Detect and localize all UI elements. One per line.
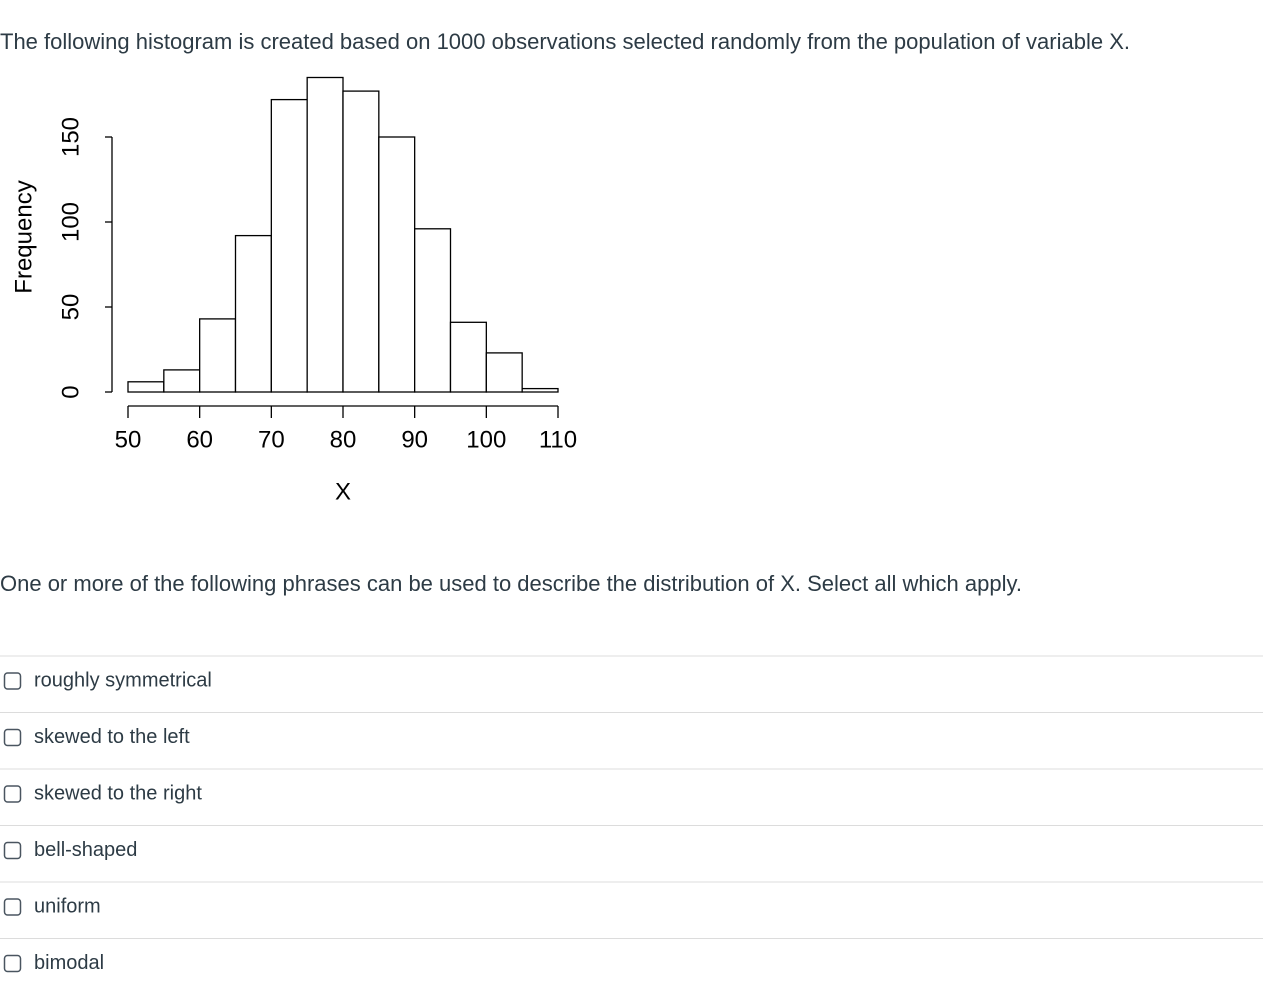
option-label[interactable]: bimodal — [34, 952, 104, 974]
histogram-bar — [270, 98, 308, 393]
histogram-bar — [127, 381, 165, 393]
y-tick-label: 150 — [57, 117, 84, 157]
x-axis-title: X — [335, 478, 351, 505]
histogram-bar — [306, 76, 344, 393]
checkbox[interactable] — [3, 954, 22, 973]
x-tick-label: 100 — [466, 426, 506, 453]
x-tick-label: 110 — [539, 426, 577, 453]
histogram-bar — [234, 234, 272, 393]
option-label[interactable]: roughly symmetrical — [34, 669, 212, 691]
checkbox[interactable] — [3, 841, 22, 860]
question-text: The following histogram is created based… — [0, 29, 1130, 54]
checkbox[interactable] — [3, 785, 22, 803]
x-tick-label: 70 — [258, 426, 285, 453]
histogram-bar — [485, 352, 523, 393]
prompt-text: One or more of the following phrases can… — [0, 571, 1022, 596]
y-tick-label: 100 — [57, 202, 84, 242]
checkbox[interactable] — [3, 898, 22, 916]
option-label[interactable]: bell-shaped — [34, 839, 137, 861]
histogram-bar — [163, 369, 201, 393]
checkbox[interactable] — [3, 728, 22, 747]
option-label[interactable]: uniform — [34, 895, 101, 917]
option-label[interactable]: skewed to the left — [34, 726, 190, 748]
checkbox[interactable] — [3, 672, 22, 690]
y-tick-label: 0 — [57, 385, 84, 398]
histogram-bar — [449, 321, 487, 393]
y-axis-title: Frequency — [10, 180, 37, 293]
x-tick-label: 90 — [401, 426, 428, 453]
x-tick-label: 60 — [186, 426, 213, 453]
histogram-bar — [414, 228, 452, 393]
histogram-bar — [199, 318, 237, 393]
option-label[interactable]: skewed to the right — [34, 782, 202, 804]
histogram-bar — [378, 136, 416, 393]
x-tick-label: 80 — [330, 426, 357, 453]
y-tick-label: 50 — [57, 294, 84, 321]
x-tick-label: 50 — [115, 426, 142, 453]
histogram-bar — [342, 90, 380, 393]
histogram-bar — [521, 387, 559, 393]
